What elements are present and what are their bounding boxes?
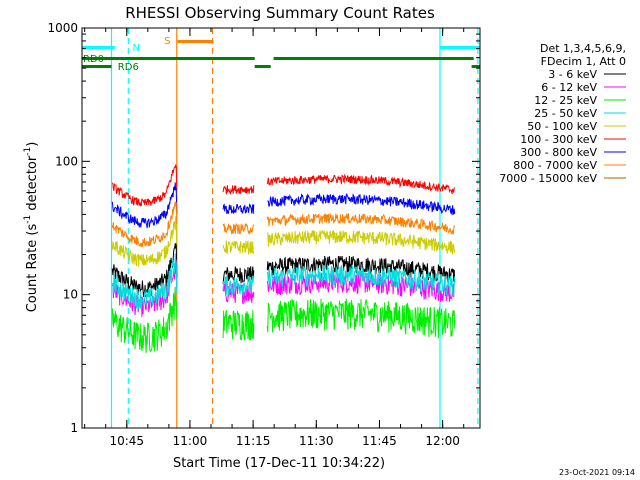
y-axis-label-sup1: -1	[23, 215, 33, 224]
y-axis-label-main: Count Rate (s	[25, 224, 40, 313]
S-flag-bar-0	[177, 40, 214, 43]
plot-frame	[81, 27, 481, 429]
series-line-4-seg-1	[222, 240, 255, 255]
series-line-3-seg-1	[222, 275, 255, 296]
x-tick-label-1: 11:00	[173, 434, 208, 448]
x-tick-label-3: 11:30	[299, 434, 334, 448]
legend-title-line-2: FDecim 1, Att 0	[541, 55, 626, 68]
series-line-2-seg-1	[222, 310, 255, 342]
series-line-7-seg-2	[266, 213, 456, 235]
series-line-5-seg-2	[266, 173, 456, 195]
series-line-7-seg-1	[222, 222, 255, 236]
legend-label-4: 50 - 100 keV	[527, 120, 597, 133]
series-line-2-seg-0	[111, 286, 178, 354]
RD6-flag-bar-1	[254, 65, 271, 68]
x-axis-label: Start Time (17-Dec-11 10:34:22)	[173, 456, 385, 471]
y-tick-label-2: 100	[55, 154, 78, 168]
RD0-flag-bar-1	[273, 57, 474, 60]
RD0-flag-bar-0	[82, 57, 255, 60]
S-flag-label: S	[164, 36, 170, 47]
y-axis-label-sup2: -1	[23, 147, 33, 156]
RD6-flag-label: RD6	[118, 62, 139, 73]
legend-label-0: 3 - 6 keV	[548, 68, 597, 81]
series-lines	[111, 163, 456, 354]
series-line-3-seg-2	[266, 264, 456, 297]
vertical-markers	[110, 28, 479, 428]
series-line-5-seg-0	[111, 163, 178, 207]
series-line-3-seg-0	[111, 253, 178, 310]
legend-label-7: 800 - 7000 keV	[513, 159, 597, 172]
N-flag-bar-1	[439, 46, 480, 49]
y-tick-label-3: 1000	[47, 21, 78, 35]
y-axis-label-mid: detector	[25, 155, 40, 215]
x-tick-label-0: 10:45	[109, 434, 144, 448]
series-line-4-seg-0	[111, 215, 178, 268]
y-tick-label-0: 1	[70, 421, 78, 435]
series-line-5-seg-1	[222, 185, 255, 196]
series-line-1-seg-2	[266, 272, 456, 303]
series-line-6-seg-0	[111, 182, 178, 229]
series-line-7-seg-0	[111, 201, 178, 247]
y-axis-label: Count Rate (s-1 detector-1)	[23, 142, 40, 313]
RD6-flag-bar-0	[82, 65, 112, 68]
x-tick-label-2: 11:15	[236, 434, 271, 448]
series-line-2-seg-2	[266, 298, 456, 339]
series-line-6-seg-1	[222, 203, 255, 215]
orbit-flags: N S RD0 RD6	[82, 36, 480, 73]
legend-label-3: 25 - 50 keV	[534, 107, 597, 120]
RD6-flag-bar-2	[471, 65, 480, 68]
chart-title: RHESSI Observing Summary Count Rates	[125, 4, 435, 22]
N-flag-bar-0	[82, 46, 115, 49]
series-line-4-seg-2	[266, 229, 456, 255]
x-tick-label-5: 12:00	[425, 434, 460, 448]
y-tick-label-1: 10	[63, 288, 78, 302]
series-line-0-seg-2	[266, 255, 456, 283]
legend-label-1: 6 - 12 keV	[541, 81, 597, 94]
y-axis-label-end: )	[25, 142, 40, 147]
series-line-6-seg-2	[267, 192, 456, 216]
N-flag-label: N	[133, 43, 140, 54]
legend-label-2: 12 - 25 keV	[534, 94, 597, 107]
RD0-flag-label: RD0	[83, 54, 104, 65]
legend-title-line-1: Det 1,3,4,5,6,9,	[540, 42, 626, 55]
legend-label-5: 100 - 300 keV	[520, 133, 597, 146]
timestamp: 23-Oct-2021 09:14	[559, 468, 635, 477]
x-tick-label-4: 11:45	[362, 434, 397, 448]
legend-label-6: 300 - 800 keV	[520, 146, 597, 159]
legend: Det 1,3,4,5,6,9, FDecim 1, Att 0 3 - 6 k…	[499, 42, 626, 185]
axes: 1 10 100 1000 10:45 11:00 11:15 11:30 11:45 12:00	[47, 21, 481, 448]
legend-label-8: 7000 - 15000 keV	[499, 172, 597, 185]
